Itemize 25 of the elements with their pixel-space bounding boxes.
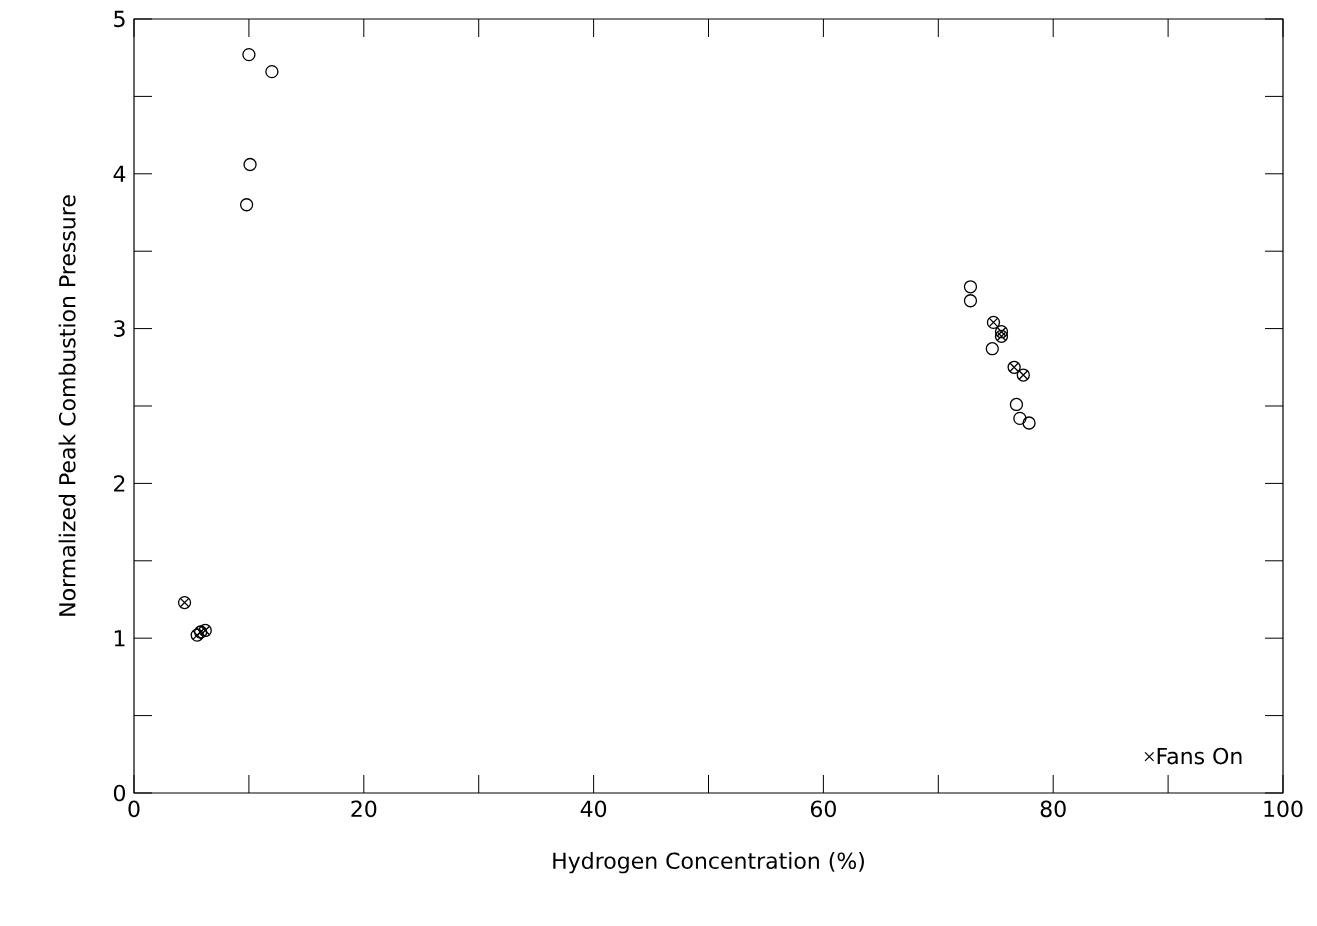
x-axis-title: Hydrogen Concentration (%) [553, 852, 864, 874]
x-tick-label: 20 [351, 800, 377, 818]
legend-label: Fans On [1157, 747, 1242, 765]
point [1022, 416, 1036, 430]
y-tick-label: 0 [113, 784, 126, 802]
y-tick-label: 2 [114, 475, 125, 492]
point [1013, 411, 1027, 426]
y-tick-label: 1 [114, 630, 125, 647]
point [265, 64, 279, 79]
point [963, 294, 978, 308]
point [239, 198, 254, 212]
x-tick-label: 40 [580, 800, 607, 818]
y-tick-label: 4 [113, 165, 126, 182]
x-tick-label: 80 [1040, 800, 1066, 818]
x-tick-label: 0 [128, 800, 140, 818]
point [985, 342, 999, 356]
x-tick-label: 100 [1264, 800, 1303, 818]
point [1009, 397, 1024, 412]
y-axis-title: Normalized Peak Combustion Pressure [58, 195, 76, 616]
y-tick-label: 3 [114, 320, 125, 337]
point [242, 47, 256, 62]
y-tick-label: 5 [114, 10, 125, 28]
x-tick-label: 60 [810, 800, 836, 818]
point [963, 280, 978, 294]
point [243, 157, 257, 172]
